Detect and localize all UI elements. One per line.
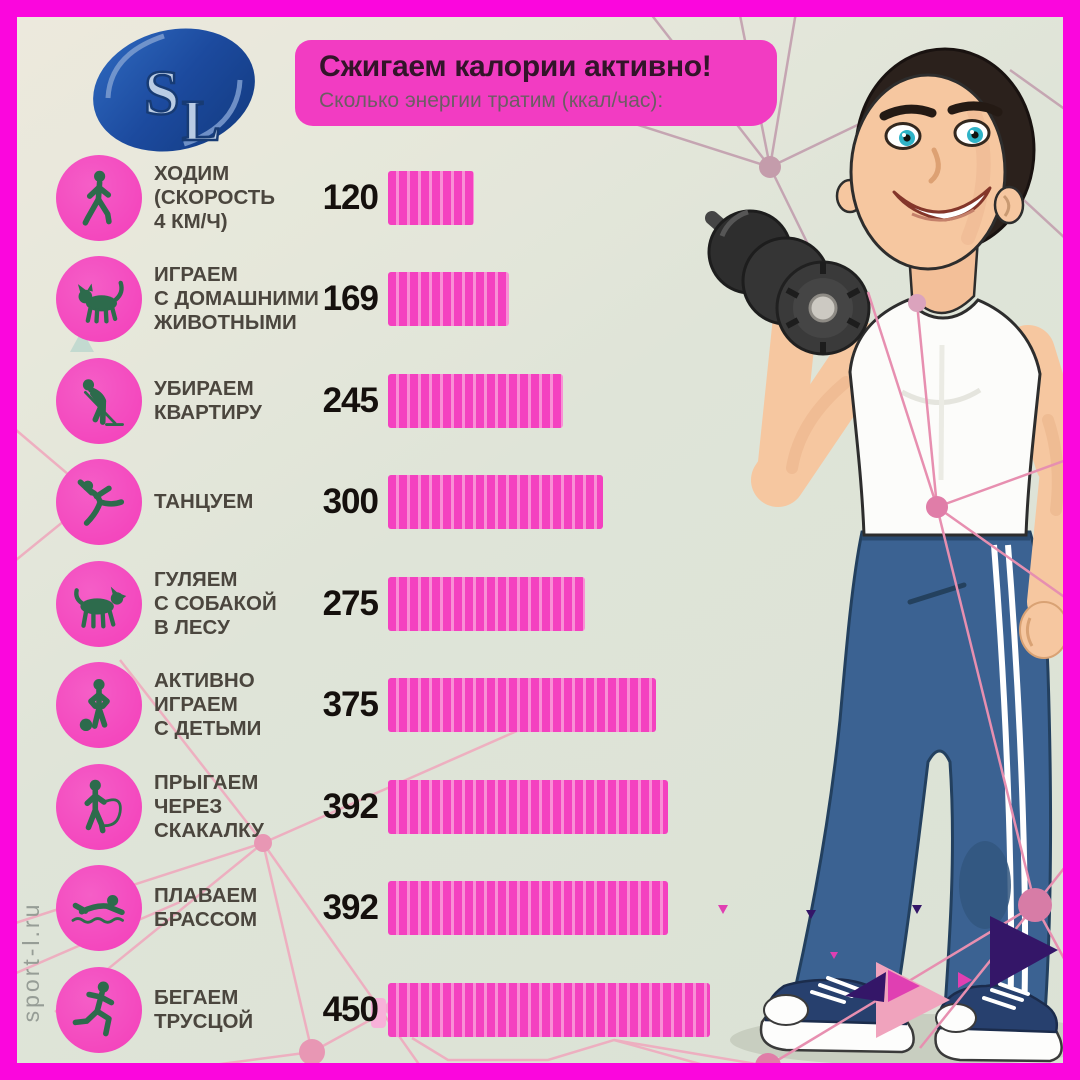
activity-value: 275 (322, 583, 379, 623)
sneakers (759, 976, 1063, 1063)
sport-l-logo: S L (93, 28, 255, 154)
ear (993, 185, 1025, 225)
activity-row: ГУЛЯЕМ С СОБАКОЙ В ЛЕСУ 275 (56, 553, 756, 654)
cat-icon (77, 280, 124, 324)
activity-icon-circle (56, 763, 142, 850)
activity-icon-circle (56, 966, 142, 1053)
network-node (908, 294, 926, 312)
activity-value: 169 (322, 279, 379, 318)
activity-icon-circle (56, 560, 142, 647)
neck (906, 236, 980, 315)
dumbbell-hub (808, 293, 838, 323)
activity-row: ПЛАВАЕМ БРАССОМ 392 (56, 858, 756, 959)
mopping-person-icon (82, 378, 124, 426)
pocket-line (907, 582, 967, 605)
activity-label: ГУЛЯЕМ С СОБАКОЙ В ЛЕСУ (154, 567, 277, 639)
watermark: sport-l.ru (18, 901, 44, 1023)
activity-bar (388, 982, 710, 1037)
dog-icon (74, 586, 127, 628)
activity-row: АКТИВНО ИГРАЕМ С ДЕТЬМИ 375 (56, 655, 756, 756)
jump-rope-icon (84, 779, 122, 833)
network-node (759, 156, 781, 178)
face (849, 73, 1007, 271)
runner-icon (72, 980, 115, 1036)
activity-label: ПРЫГАЕМ ЧЕРЕЗ СКАКАЛКУ (154, 770, 264, 842)
activity-value: 392 (322, 888, 379, 927)
activity-row: ИГРАЕМ С ДОМАШНИМИ ЖИВОТНЫМИ 169 (56, 249, 756, 350)
activity-row: БЕГАЕМ ТРУСЦОЙ 450 (56, 959, 756, 1060)
activity-row: УБИРАЕМ КВАРТИРУ 245 (56, 350, 756, 451)
network-node (926, 496, 948, 518)
activity-icon-circle (56, 256, 142, 342)
head (835, 47, 1036, 271)
activity-label: АКТИВНО ИГРАЕМ С ДЕТЬМИ (154, 669, 262, 740)
activity-icon-circle (56, 357, 142, 444)
activity-label: БЕГАЕМ ТРУСЦОЙ (154, 985, 254, 1033)
activity-icon-circle (56, 662, 142, 748)
activity-icon-circle (56, 459, 142, 545)
floor-shadow (730, 1014, 1080, 1066)
activity-value: 392 (322, 786, 379, 826)
swimmer-icon (71, 894, 125, 924)
tank-top (848, 298, 1042, 537)
activity-bar (388, 678, 656, 732)
smile (892, 186, 992, 222)
activity-row: ПРЫГАЕМ ЧЕРЕЗ СКАКАЛКУ 392 (56, 756, 756, 857)
hair (854, 47, 1036, 253)
activity-label: ХОДИМ (СКОРОСТЬ 4 КМ/Ч) (154, 161, 275, 233)
walking-person-icon (82, 170, 112, 226)
activity-row: ХОДИМ (СКОРОСТЬ 4 КМ/Ч) 120 (56, 147, 756, 248)
track-pants (786, 530, 1053, 1030)
logo-oval (93, 28, 255, 152)
activity-label: УБИРАЕМ КВАРТИРУ (154, 376, 262, 424)
playing-with-kids-icon (79, 678, 110, 732)
activity-value: 450 (322, 989, 379, 1029)
logo-letter-l: L (182, 88, 221, 153)
activity-label: ПЛАВАЕМ БРАССОМ (154, 884, 258, 931)
activity-label: ИГРАЕМ С ДОМАШНИМИ ЖИВОТНЫМИ (154, 263, 319, 334)
logo-letter-s: S (144, 57, 180, 128)
activity-bar (388, 576, 585, 631)
network-node (1018, 888, 1052, 922)
activity-bar (388, 272, 509, 326)
eyebrows (879, 101, 1003, 121)
activity-label: ТАНЦУЕМ (154, 490, 254, 513)
activity-icon-circle (56, 865, 142, 951)
activity-bar (388, 779, 668, 834)
activity-icon-circle (56, 154, 142, 241)
activity-bar (388, 170, 474, 225)
dancer-icon (77, 479, 125, 526)
activity-value: 375 (322, 685, 379, 724)
calorie-bar-chart: ХОДИМ (СКОРОСТЬ 4 КМ/Ч) 120 ИГРАЕМ С ДОМАШНИМ… (56, 147, 756, 1060)
activity-bar (388, 881, 668, 935)
activity-value: 300 (322, 482, 379, 521)
activity-value: 245 (322, 380, 379, 420)
confetti-triangles (718, 905, 1058, 1038)
fist (1019, 601, 1069, 659)
activity-bar (388, 373, 563, 428)
activity-value: 120 (322, 177, 379, 217)
arms (751, 296, 1080, 659)
activity-row: ТАНЦУЕМ 300 (56, 452, 756, 553)
nose (928, 147, 941, 184)
activity-bar (388, 475, 603, 529)
